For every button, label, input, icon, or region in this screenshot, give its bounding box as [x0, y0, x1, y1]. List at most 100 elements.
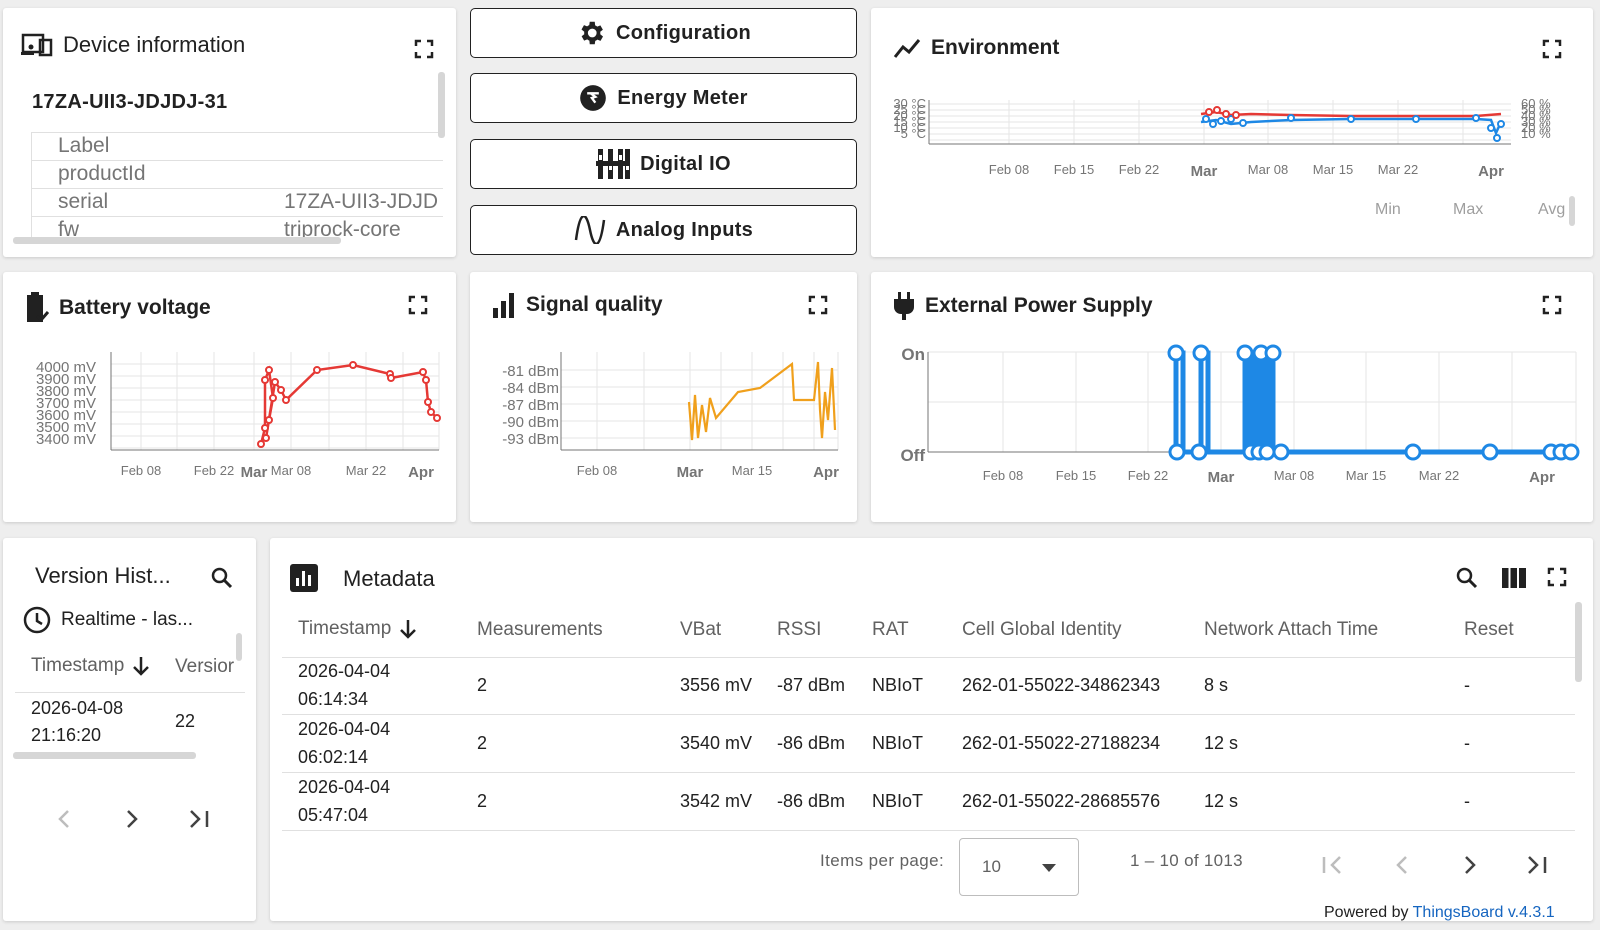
- fullscreen-icon[interactable]: [407, 294, 429, 316]
- dropdown-arrow-icon: [1042, 864, 1056, 872]
- thingsboard-link[interactable]: ThingsBoard v.4.3.1: [1412, 904, 1555, 921]
- previous-page-icon[interactable]: [56, 808, 72, 830]
- fullscreen-icon[interactable]: [413, 38, 435, 60]
- signal-series: [687, 361, 837, 441]
- version-history-title: Version Hist...: [35, 563, 171, 588]
- sort-header-timestamp[interactable]: Timestamp: [298, 618, 417, 640]
- col-attach-time[interactable]: Network Attach Time: [1204, 619, 1379, 640]
- last-page-icon[interactable]: [1526, 854, 1550, 876]
- pwr-x-tick: Feb 22: [1128, 468, 1168, 483]
- power-point: [1562, 443, 1580, 461]
- battery-point: [424, 398, 432, 406]
- horizontal-scrollbar[interactable]: [13, 237, 341, 244]
- power-point: [1258, 443, 1276, 461]
- col-measurements[interactable]: Measurements: [477, 619, 603, 640]
- next-page-icon[interactable]: [1462, 854, 1478, 876]
- col-reset[interactable]: Reset: [1464, 619, 1514, 640]
- fullscreen-icon[interactable]: [1541, 294, 1563, 316]
- device-info-card: Device information 17ZA-UII3-JDJDJ-31 La…: [3, 8, 456, 257]
- bat-y-tick: 3500 mV: [36, 419, 96, 436]
- power-point: [1264, 344, 1282, 362]
- configuration-button[interactable]: Configuration: [470, 8, 857, 58]
- vh-col-version[interactable]: Versior: [175, 656, 235, 677]
- cell-reset: -: [1464, 733, 1470, 753]
- sine-wave-icon: [574, 216, 606, 244]
- power-point: [1272, 443, 1290, 461]
- cell-date: 2026-04-04: [298, 661, 391, 681]
- trending-line-icon: [893, 39, 921, 58]
- sig-x-tick: Mar: [677, 464, 704, 481]
- cell-cgi: 262-01-55022-28685576: [962, 791, 1161, 811]
- vertical-scrollbar[interactable]: [1569, 196, 1575, 226]
- fullscreen-icon[interactable]: [807, 294, 829, 316]
- last-page-icon[interactable]: [188, 808, 212, 830]
- sort-header-timestamp[interactable]: Timestamp: [31, 655, 150, 677]
- env-x-tick: Feb 22: [1119, 162, 1159, 177]
- temperature-point: [1213, 106, 1221, 114]
- table-row[interactable]: 2026-04-04 06:02:14 2 3540 mV -86 dBm NB…: [282, 716, 1575, 773]
- col-rat[interactable]: RAT: [872, 619, 909, 640]
- battery-title-row: Battery voltage: [25, 292, 211, 324]
- sig-y-tick: -87 dBm: [502, 397, 559, 414]
- battery-title: Battery voltage: [59, 296, 211, 319]
- previous-page-icon[interactable]: [1394, 854, 1410, 876]
- bat-x-tick: Feb 08: [121, 463, 161, 478]
- humidity-point: [1493, 134, 1501, 142]
- power-point: [1404, 443, 1422, 461]
- energy-meter-button[interactable]: Energy Meter: [470, 73, 857, 123]
- bat-x-tick: Mar 22: [346, 463, 386, 478]
- temperature-point: [1205, 108, 1213, 116]
- battery-point: [277, 386, 285, 394]
- col-cgi[interactable]: Cell Global Identity: [962, 619, 1122, 640]
- meter-icon: [580, 85, 607, 111]
- fullscreen-icon[interactable]: [1541, 38, 1563, 60]
- analog-inputs-button[interactable]: Analog Inputs: [470, 205, 857, 255]
- pwr-x-tick: Apr: [1529, 469, 1555, 486]
- horizontal-scrollbar[interactable]: [13, 752, 196, 759]
- table-row[interactable]: 2026-04-04 05:47:04 2 3542 mV -86 dBm NB…: [282, 774, 1575, 831]
- view-columns-icon[interactable]: [1502, 568, 1526, 588]
- battery-point: [427, 408, 435, 416]
- signal-chart: -81 dBm -84 dBm -87 dBm -90 dBm -93 dBm …: [502, 352, 839, 481]
- battery-point: [282, 396, 290, 404]
- attr-row: serial 17ZA-UII3-JDJD: [31, 188, 443, 216]
- first-page-icon[interactable]: [1320, 854, 1344, 876]
- realtime-selector[interactable]: Realtime - las...: [23, 606, 193, 634]
- battery-point: [387, 374, 395, 382]
- table-row[interactable]: 2026-04-04 06:14:34 2 3556 mV -87 dBm NB…: [282, 658, 1575, 715]
- pwr-y-tick: On: [901, 345, 925, 364]
- clock-icon: [23, 606, 51, 634]
- battery-point: [265, 366, 273, 374]
- cell-rat: NBIoT: [872, 675, 924, 695]
- col-rssi[interactable]: RSSI: [777, 619, 822, 640]
- range-label: 1 – 10 of 1013: [1130, 851, 1243, 870]
- environment-title-row: Environment: [893, 36, 1059, 60]
- cell-cgi: 262-01-55022-34862343: [962, 675, 1161, 695]
- sig-y-tick: -84 dBm: [502, 380, 559, 397]
- vertical-scrollbar[interactable]: [1575, 602, 1582, 682]
- digital-io-button[interactable]: Digital IO: [470, 139, 857, 189]
- power-card: External Power Supply On Off Feb 08 Feb …: [871, 272, 1593, 522]
- fullscreen-icon[interactable]: [1546, 566, 1568, 588]
- cell-reset: -: [1464, 675, 1470, 695]
- env-x-tick: Mar 08: [1248, 162, 1288, 177]
- power-title: External Power Supply: [925, 294, 1153, 317]
- power-point: [1481, 443, 1499, 461]
- search-icon[interactable]: [1455, 566, 1479, 590]
- cell-reset: -: [1464, 791, 1470, 811]
- next-page-icon[interactable]: [124, 808, 140, 830]
- items-per-page-select[interactable]: 10: [959, 838, 1079, 896]
- search-icon[interactable]: [210, 566, 234, 590]
- table-row[interactable]: 2026-04-08 21:16:20 22: [15, 693, 245, 749]
- cell-attach: 12 s: [1204, 733, 1239, 753]
- col-vbat[interactable]: VBat: [680, 619, 722, 640]
- bat-y-tick: 3400 mV: [36, 431, 96, 448]
- device-info-title-row: Device information: [21, 32, 245, 58]
- cell-rat: NBIoT: [872, 733, 924, 753]
- vertical-scrollbar[interactable]: [236, 633, 242, 661]
- battery-point: [265, 416, 273, 424]
- sig-y-tick: -93 dBm: [502, 431, 559, 448]
- vertical-scrollbar[interactable]: [438, 72, 445, 138]
- signal-title-row: Signal quality: [492, 292, 663, 318]
- sig-y-tick: -81 dBm: [502, 363, 559, 380]
